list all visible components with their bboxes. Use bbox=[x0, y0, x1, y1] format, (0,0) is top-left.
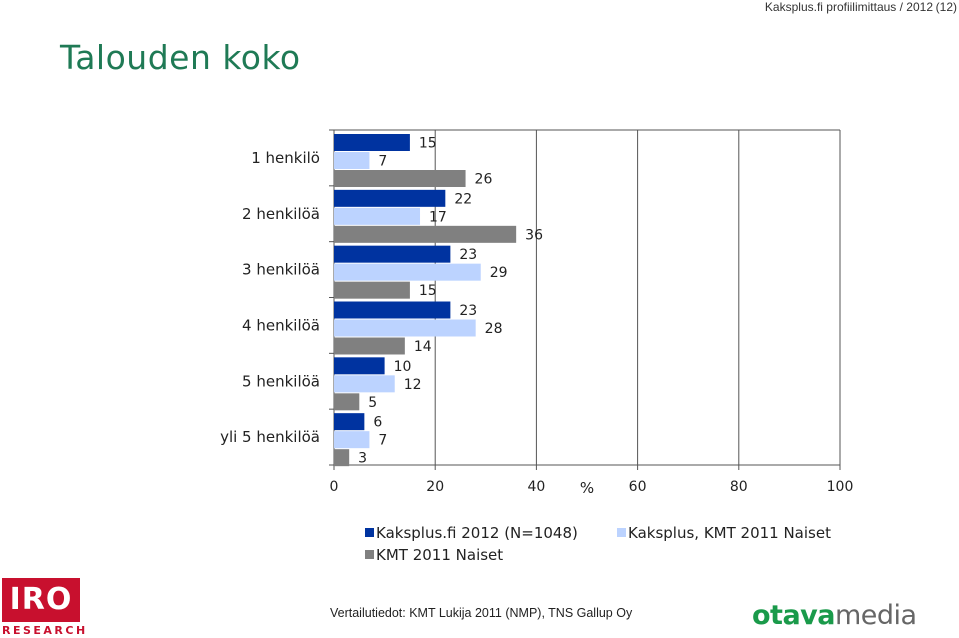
data-label: 36 bbox=[525, 227, 543, 243]
bar bbox=[334, 134, 410, 151]
x-axis-label: % bbox=[580, 479, 594, 497]
page-title: Talouden koko bbox=[60, 38, 301, 77]
x-tick-label: 20 bbox=[426, 479, 444, 495]
bar bbox=[334, 207, 421, 225]
bar bbox=[334, 413, 365, 431]
bar bbox=[334, 337, 405, 355]
data-label: 12 bbox=[404, 377, 422, 393]
data-label: 7 bbox=[378, 154, 387, 170]
bar bbox=[334, 375, 395, 393]
data-label: 28 bbox=[485, 321, 503, 337]
bar bbox=[334, 431, 370, 449]
legend-label: Kaksplus, KMT 2011 Naiset bbox=[628, 524, 831, 542]
bar bbox=[334, 393, 360, 411]
category-label: 5 henkilöä bbox=[242, 372, 320, 390]
data-label: 17 bbox=[429, 209, 447, 225]
page-number: (12) bbox=[935, 0, 957, 14]
legend-label: KMT 2011 Naiset bbox=[376, 546, 503, 564]
x-tick-label: 100 bbox=[827, 479, 854, 495]
data-label: 10 bbox=[394, 359, 412, 375]
iro-logo-mark: IRO bbox=[2, 578, 80, 622]
iro-logo-subtitle: RESEARCH bbox=[2, 624, 88, 637]
category-label: yli 5 henkilöä bbox=[220, 428, 320, 446]
x-tick-label: 80 bbox=[730, 479, 748, 495]
otavamedia-logo: otavamedia bbox=[752, 600, 917, 631]
bar bbox=[334, 225, 517, 243]
data-label: 23 bbox=[459, 247, 477, 263]
legend-swatch bbox=[365, 550, 374, 559]
bar bbox=[334, 357, 385, 375]
bar bbox=[334, 263, 481, 281]
data-label: 26 bbox=[475, 172, 493, 188]
legend-swatch bbox=[617, 528, 626, 537]
category-label: 2 henkilöä bbox=[242, 205, 320, 223]
category-label: 1 henkilö bbox=[251, 149, 320, 167]
report-header: Kaksplus.fi profiilimittaus / 2012 bbox=[764, 0, 933, 14]
bar bbox=[334, 319, 476, 337]
category-label: 3 henkilöä bbox=[242, 261, 320, 279]
source-note: Vertailutiedot: KMT Lukija 2011 (NMP), T… bbox=[330, 606, 633, 620]
bar bbox=[334, 449, 350, 467]
data-label: 15 bbox=[419, 136, 437, 152]
bar bbox=[334, 281, 410, 299]
data-label: 23 bbox=[459, 303, 477, 319]
bar bbox=[334, 301, 451, 319]
category-label: 4 henkilöä bbox=[242, 316, 320, 334]
x-tick-label: 40 bbox=[527, 479, 545, 495]
bar bbox=[334, 189, 446, 207]
otava-logo-part1: otava bbox=[752, 600, 836, 631]
data-label: 29 bbox=[490, 265, 508, 281]
x-tick-label: 0 bbox=[330, 479, 339, 495]
iro-research-logo: IRO RESEARCH bbox=[2, 578, 88, 638]
bar bbox=[334, 170, 466, 187]
otava-logo-part2: media bbox=[835, 600, 917, 631]
legend-swatch bbox=[365, 528, 374, 537]
legend-label: Kaksplus.fi 2012 (N=1048) bbox=[376, 524, 578, 542]
bar bbox=[334, 152, 370, 169]
data-label: 15 bbox=[419, 283, 437, 299]
data-label: 5 bbox=[368, 395, 377, 411]
data-label: 22 bbox=[454, 191, 472, 207]
data-label: 14 bbox=[414, 339, 432, 355]
data-label: 7 bbox=[378, 433, 387, 449]
data-label: 6 bbox=[373, 415, 382, 431]
x-tick-label: 60 bbox=[629, 479, 647, 495]
data-label: 3 bbox=[358, 451, 367, 467]
bar bbox=[334, 245, 451, 263]
